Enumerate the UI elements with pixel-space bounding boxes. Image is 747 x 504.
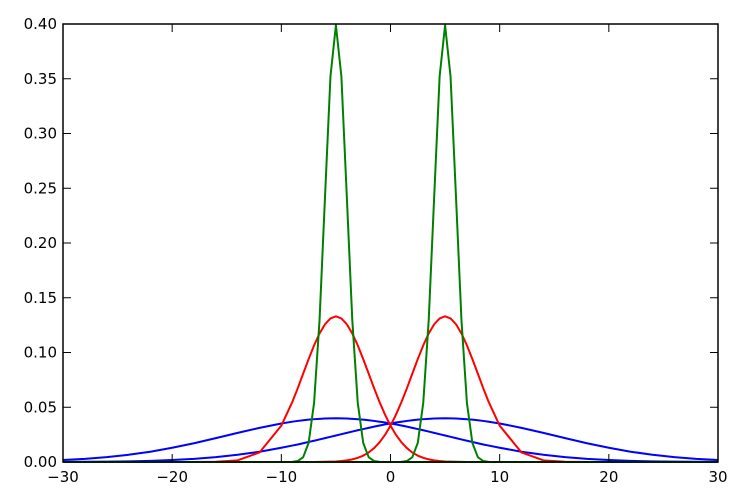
x-tick-label: 20 <box>599 468 618 486</box>
x-tick-label: 0 <box>386 468 396 486</box>
x-tick-label: −10 <box>266 468 298 486</box>
y-tick-label: 0.40 <box>24 15 57 33</box>
x-tick-label: 30 <box>708 468 727 486</box>
y-tick-label: 0.00 <box>24 453 57 471</box>
line-series <box>63 24 718 463</box>
line-series <box>63 315 718 463</box>
line-series <box>63 315 718 463</box>
x-tick-label: −20 <box>156 468 188 486</box>
x-tick-label: −30 <box>47 468 79 486</box>
y-tick-label: 0.15 <box>24 289 57 307</box>
y-tick-label: 0.20 <box>24 234 57 252</box>
y-tick-label: 0.35 <box>24 70 57 88</box>
y-tick-label: 0.05 <box>24 398 57 416</box>
plot-frame <box>62 23 719 463</box>
y-tick-label: 0.10 <box>24 344 57 362</box>
x-tick-label: 10 <box>490 468 509 486</box>
y-tick-label: 0.25 <box>24 179 57 197</box>
y-tick-label: 0.30 <box>24 125 57 143</box>
line-series <box>63 24 718 463</box>
